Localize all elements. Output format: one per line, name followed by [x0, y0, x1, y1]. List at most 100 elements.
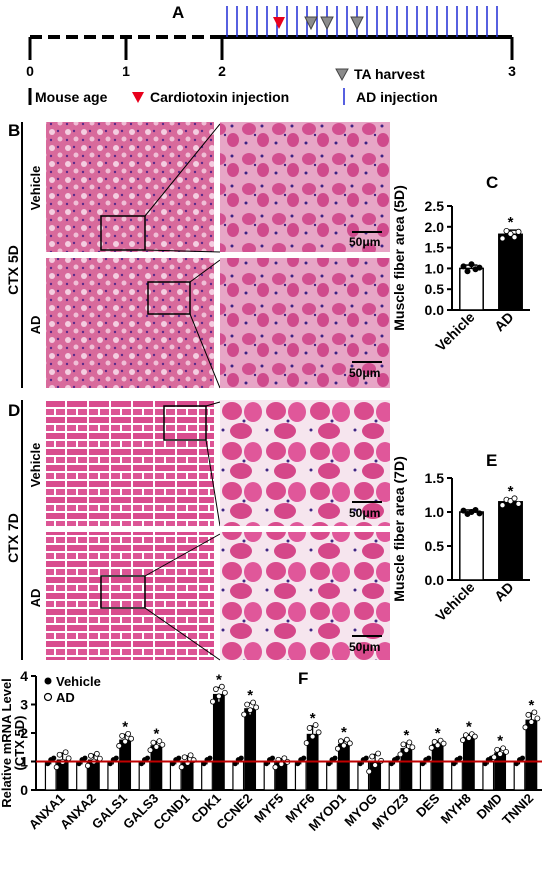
data-point-ad [303, 740, 310, 746]
data-point-ad [56, 751, 63, 758]
scale-label-ad-5d: 50μm [349, 366, 380, 380]
significance-star: * [153, 726, 159, 743]
y-axis-label: Muscle fiber area (7D) [391, 456, 407, 602]
data-point-vehicle [514, 761, 519, 767]
data-point [511, 234, 518, 241]
age-label-0: 0 [26, 63, 34, 79]
data-point-vehicle [139, 761, 144, 767]
data-point-ad [218, 683, 225, 690]
row-label-ad-7d: AD [28, 589, 43, 608]
data-point-ad [96, 755, 103, 762]
chart-f-mrna-levels: 0 1 2 3 4 Relative mRNA Level(CTX 5D) VehicleA… [0, 668, 542, 834]
data-point-ad [369, 753, 376, 760]
data-point-vehicle [264, 761, 269, 767]
data-point-vehicle [238, 755, 244, 761]
data-point-vehicle [207, 755, 213, 761]
data-point [515, 228, 522, 235]
data-point-ad [128, 735, 135, 742]
age-label-2: 2 [218, 63, 226, 79]
micrograph-vehicle-5d-zoom [220, 122, 390, 252]
data-point-vehicle [232, 761, 238, 767]
data-point-ad [494, 746, 501, 753]
y-tick-label: 1.5 [425, 470, 445, 486]
data-point-ad [306, 725, 313, 731]
data-point-ad [372, 762, 379, 768]
legend-ad-marker [43, 692, 53, 702]
zoom-line-ad-5d-bottom [189, 313, 221, 389]
micrograph-ad-7d-zoom [220, 532, 390, 660]
data-point-ad [93, 750, 100, 757]
y-tick-label: 0.0 [425, 302, 445, 318]
y-tick-label: 1.5 [425, 240, 445, 256]
legend-vehicle-marker [44, 677, 52, 685]
data-point-ad [65, 755, 72, 762]
x-tick-label: TNNI2 [499, 791, 536, 828]
ad-injection-marks [226, 6, 498, 37]
data-point-ad [491, 754, 498, 761]
zoom-box-ad-7d [100, 575, 146, 609]
panel-label-d: D [8, 401, 20, 420]
significance-star: * [403, 727, 409, 744]
scale-label-vehicle-7d: 50μm [349, 506, 380, 520]
data-point-ad [528, 719, 535, 725]
age-label-3: 3 [508, 63, 516, 79]
group-label-ctx7d: CTX 7D [5, 513, 21, 563]
row-label-ad-5d: AD [28, 316, 43, 335]
cardiotoxin-marker [273, 17, 285, 29]
bar-ad-myod1 [337, 743, 350, 791]
data-point [499, 235, 506, 242]
data-point [515, 500, 522, 507]
data-point-vehicle [51, 755, 57, 761]
data-point-ad [503, 748, 510, 755]
data-point [476, 264, 483, 271]
data-point-ad [471, 733, 478, 740]
significance-star: * [341, 724, 347, 741]
ta-harvest-marker-3 [350, 16, 364, 31]
data-point [464, 268, 471, 275]
zoom-line-vehicle-7d-top [205, 401, 221, 407]
data-point-vehicle [520, 755, 525, 761]
data-point-ad [187, 752, 194, 759]
data-point-ad [272, 764, 279, 771]
data-point-vehicle [332, 755, 338, 761]
data-point-ad [315, 729, 322, 736]
data-point-ad [440, 740, 447, 747]
y-axis-label-line1: Relative mRNA Level [0, 678, 14, 808]
legend-ad-label: AD [56, 690, 75, 705]
data-point-vehicle [113, 755, 119, 761]
data-point-ad [459, 737, 466, 744]
data-point-ad [147, 747, 154, 753]
significance-star: * [435, 725, 441, 742]
data-point-ad [366, 768, 373, 775]
mouse-age-legend-label: Mouse age [35, 89, 108, 105]
bar-ad-myh8 [462, 736, 475, 791]
data-point-ad [178, 764, 185, 771]
data-point-vehicle [176, 755, 182, 761]
y-tick-label: 2.0 [425, 219, 445, 235]
data-point-ad [84, 762, 91, 769]
data-point-vehicle [107, 761, 113, 767]
y-axis-label-line2: (CTX 5D) [12, 716, 27, 771]
zoom-line-ad-5d-top [189, 259, 221, 283]
y-tick-label: 2 [20, 725, 28, 741]
data-point [460, 507, 467, 514]
data-point-ad [497, 751, 504, 757]
data-point-vehicle [45, 761, 51, 767]
data-point-vehicle [451, 761, 457, 767]
panel-label-a: A [172, 3, 184, 22]
data-point-ad [247, 707, 254, 714]
ad-injection-legend-label: AD injection [356, 89, 438, 105]
data-point-ad [428, 744, 435, 751]
significance-star: * [247, 687, 253, 704]
data-point-vehicle [301, 755, 307, 761]
y-tick-label: 1.0 [425, 504, 445, 520]
data-point [507, 498, 514, 505]
data-point-ad [122, 738, 129, 745]
data-point [476, 510, 483, 517]
data-point-ad [221, 689, 228, 696]
panel-label-b: B [8, 121, 20, 140]
zoom-box-vehicle-5d [100, 215, 146, 251]
x-tick-label: AD [491, 579, 517, 605]
significance-star: * [466, 718, 472, 735]
